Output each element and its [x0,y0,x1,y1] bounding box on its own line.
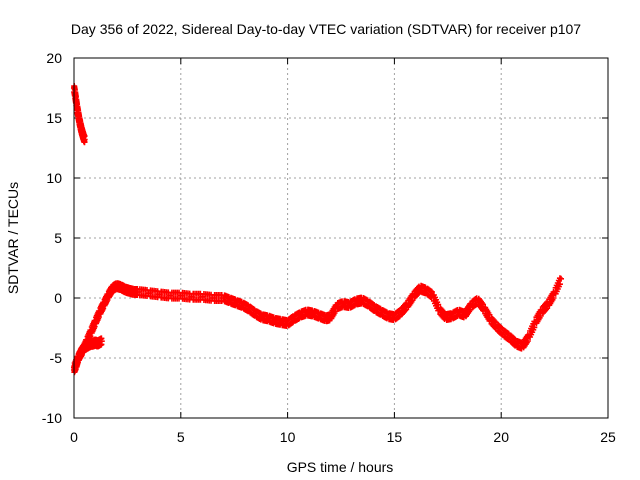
data-point [480,301,487,308]
x-axis-label: GPS time / hours [287,459,394,475]
data-point [435,301,442,308]
x-tick-label: 5 [177,429,185,445]
grid [74,58,608,418]
chart-title: Day 356 of 2022, Sidereal Day-to-day VTE… [71,21,581,37]
data-point [498,324,505,331]
y-tick-label: 0 [54,290,62,306]
data-point [428,288,435,295]
data-point [81,136,88,143]
y-tick-label: 15 [46,110,62,126]
data-point [524,338,531,344]
data-point [98,338,105,345]
plot-border [73,57,609,419]
data-point [558,275,565,282]
data-points [71,83,565,376]
x-tick-label: 10 [280,429,296,445]
data-point [543,306,550,313]
y-tick-label: 5 [54,230,62,246]
data-point [511,335,518,342]
data-point [414,290,421,297]
y-tick-label: -10 [42,410,62,426]
data-point [531,324,538,331]
y-axis-label: SDTVAR / TECUs [5,182,21,294]
y-tick-label: 10 [46,170,62,186]
axis-ticks: 0 5 10 15 20 25 -10 -5 0 5 10 15 20 [42,50,616,445]
data-point [550,295,557,301]
data-point [556,281,563,288]
x-tick-label: 0 [70,429,78,445]
x-tick-label: 15 [387,429,403,445]
x-tick-label: 25 [600,429,616,445]
y-tick-label: 20 [46,50,62,66]
y-tick-label: -5 [50,350,63,366]
x-tick-label: 20 [493,429,509,445]
